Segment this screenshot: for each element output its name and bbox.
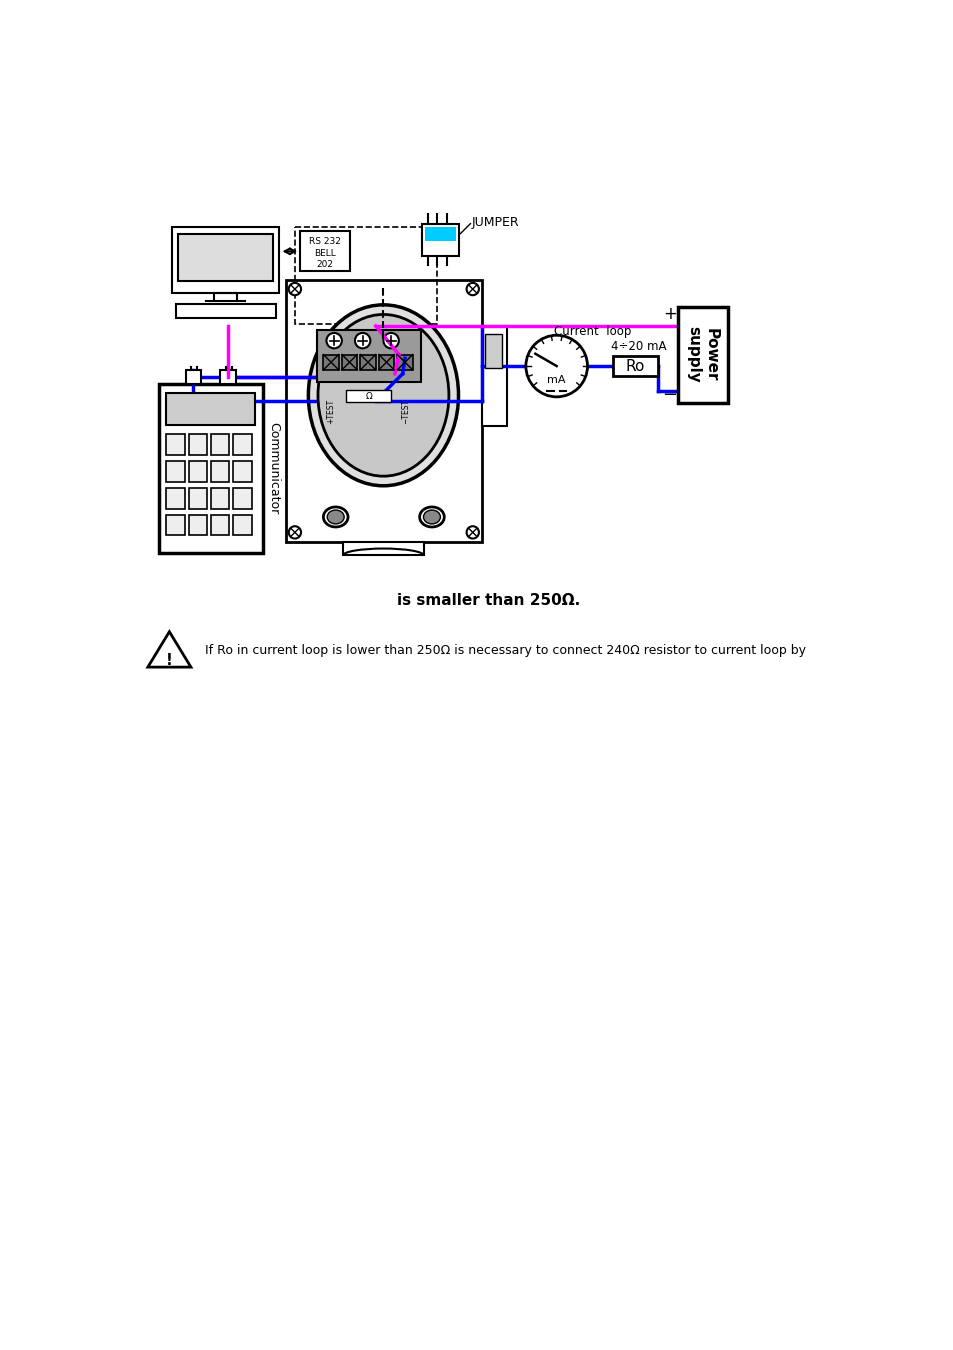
Bar — [323, 355, 338, 370]
Text: !: ! — [166, 653, 172, 668]
Bar — [166, 393, 254, 425]
Ellipse shape — [327, 510, 344, 524]
Bar — [185, 370, 201, 383]
Bar — [294, 227, 436, 324]
Bar — [341, 355, 356, 370]
Text: +: + — [662, 305, 676, 324]
Bar — [158, 383, 262, 554]
Text: +TEST: +TEST — [326, 400, 335, 424]
Bar — [285, 279, 481, 541]
Bar — [233, 514, 252, 536]
Bar — [677, 306, 727, 404]
Bar — [189, 487, 207, 509]
Bar — [211, 460, 229, 482]
Bar — [166, 460, 185, 482]
Circle shape — [466, 526, 478, 539]
Polygon shape — [148, 632, 191, 667]
Circle shape — [466, 284, 478, 296]
Text: Ro: Ro — [625, 359, 644, 374]
Bar — [211, 514, 229, 536]
Bar — [612, 356, 657, 377]
Bar — [481, 325, 506, 427]
Bar — [189, 433, 207, 455]
Text: If Ro in current loop is lower than 250Ω is necessary to connect 240Ω resistor t: If Ro in current loop is lower than 250Ω… — [205, 644, 805, 657]
Text: 4÷20 mA: 4÷20 mA — [611, 340, 666, 354]
Bar — [484, 333, 501, 369]
Bar — [211, 487, 229, 509]
Bar — [360, 355, 375, 370]
Ellipse shape — [423, 510, 440, 524]
Bar — [343, 541, 424, 555]
Bar — [233, 487, 252, 509]
Bar — [396, 355, 413, 370]
Bar — [233, 460, 252, 482]
Text: Power
supply: Power supply — [685, 327, 718, 383]
Circle shape — [289, 526, 301, 539]
Bar — [166, 514, 185, 536]
Bar — [189, 514, 207, 536]
Ellipse shape — [323, 508, 348, 526]
Circle shape — [525, 335, 587, 397]
Bar — [233, 433, 252, 455]
Bar — [346, 390, 391, 402]
Text: Ω: Ω — [365, 393, 372, 401]
Bar — [425, 227, 456, 240]
Bar — [175, 304, 275, 317]
Text: mA: mA — [547, 375, 565, 385]
Bar — [300, 231, 350, 271]
Text: −: − — [661, 386, 677, 404]
Bar — [166, 433, 185, 455]
Bar — [211, 433, 229, 455]
Bar — [378, 355, 394, 370]
Bar — [189, 460, 207, 482]
Circle shape — [355, 333, 370, 348]
Bar — [317, 329, 420, 382]
Text: RS 232
BELL
202: RS 232 BELL 202 — [309, 238, 340, 269]
Ellipse shape — [419, 508, 444, 526]
Text: is smaller than 250Ω.: is smaller than 250Ω. — [396, 594, 580, 609]
Bar — [177, 234, 274, 281]
Circle shape — [383, 333, 398, 348]
Ellipse shape — [308, 305, 458, 486]
Circle shape — [326, 333, 341, 348]
Bar — [421, 224, 458, 256]
Text: −TEST: −TEST — [401, 400, 410, 424]
Bar — [220, 370, 235, 383]
Text: Current  loop: Current loop — [554, 325, 631, 338]
Bar — [166, 487, 185, 509]
Circle shape — [289, 284, 301, 296]
Text: Communicator: Communicator — [267, 423, 279, 514]
Text: JUMPER: JUMPER — [472, 216, 519, 228]
Ellipse shape — [317, 315, 449, 477]
Bar — [172, 227, 279, 293]
